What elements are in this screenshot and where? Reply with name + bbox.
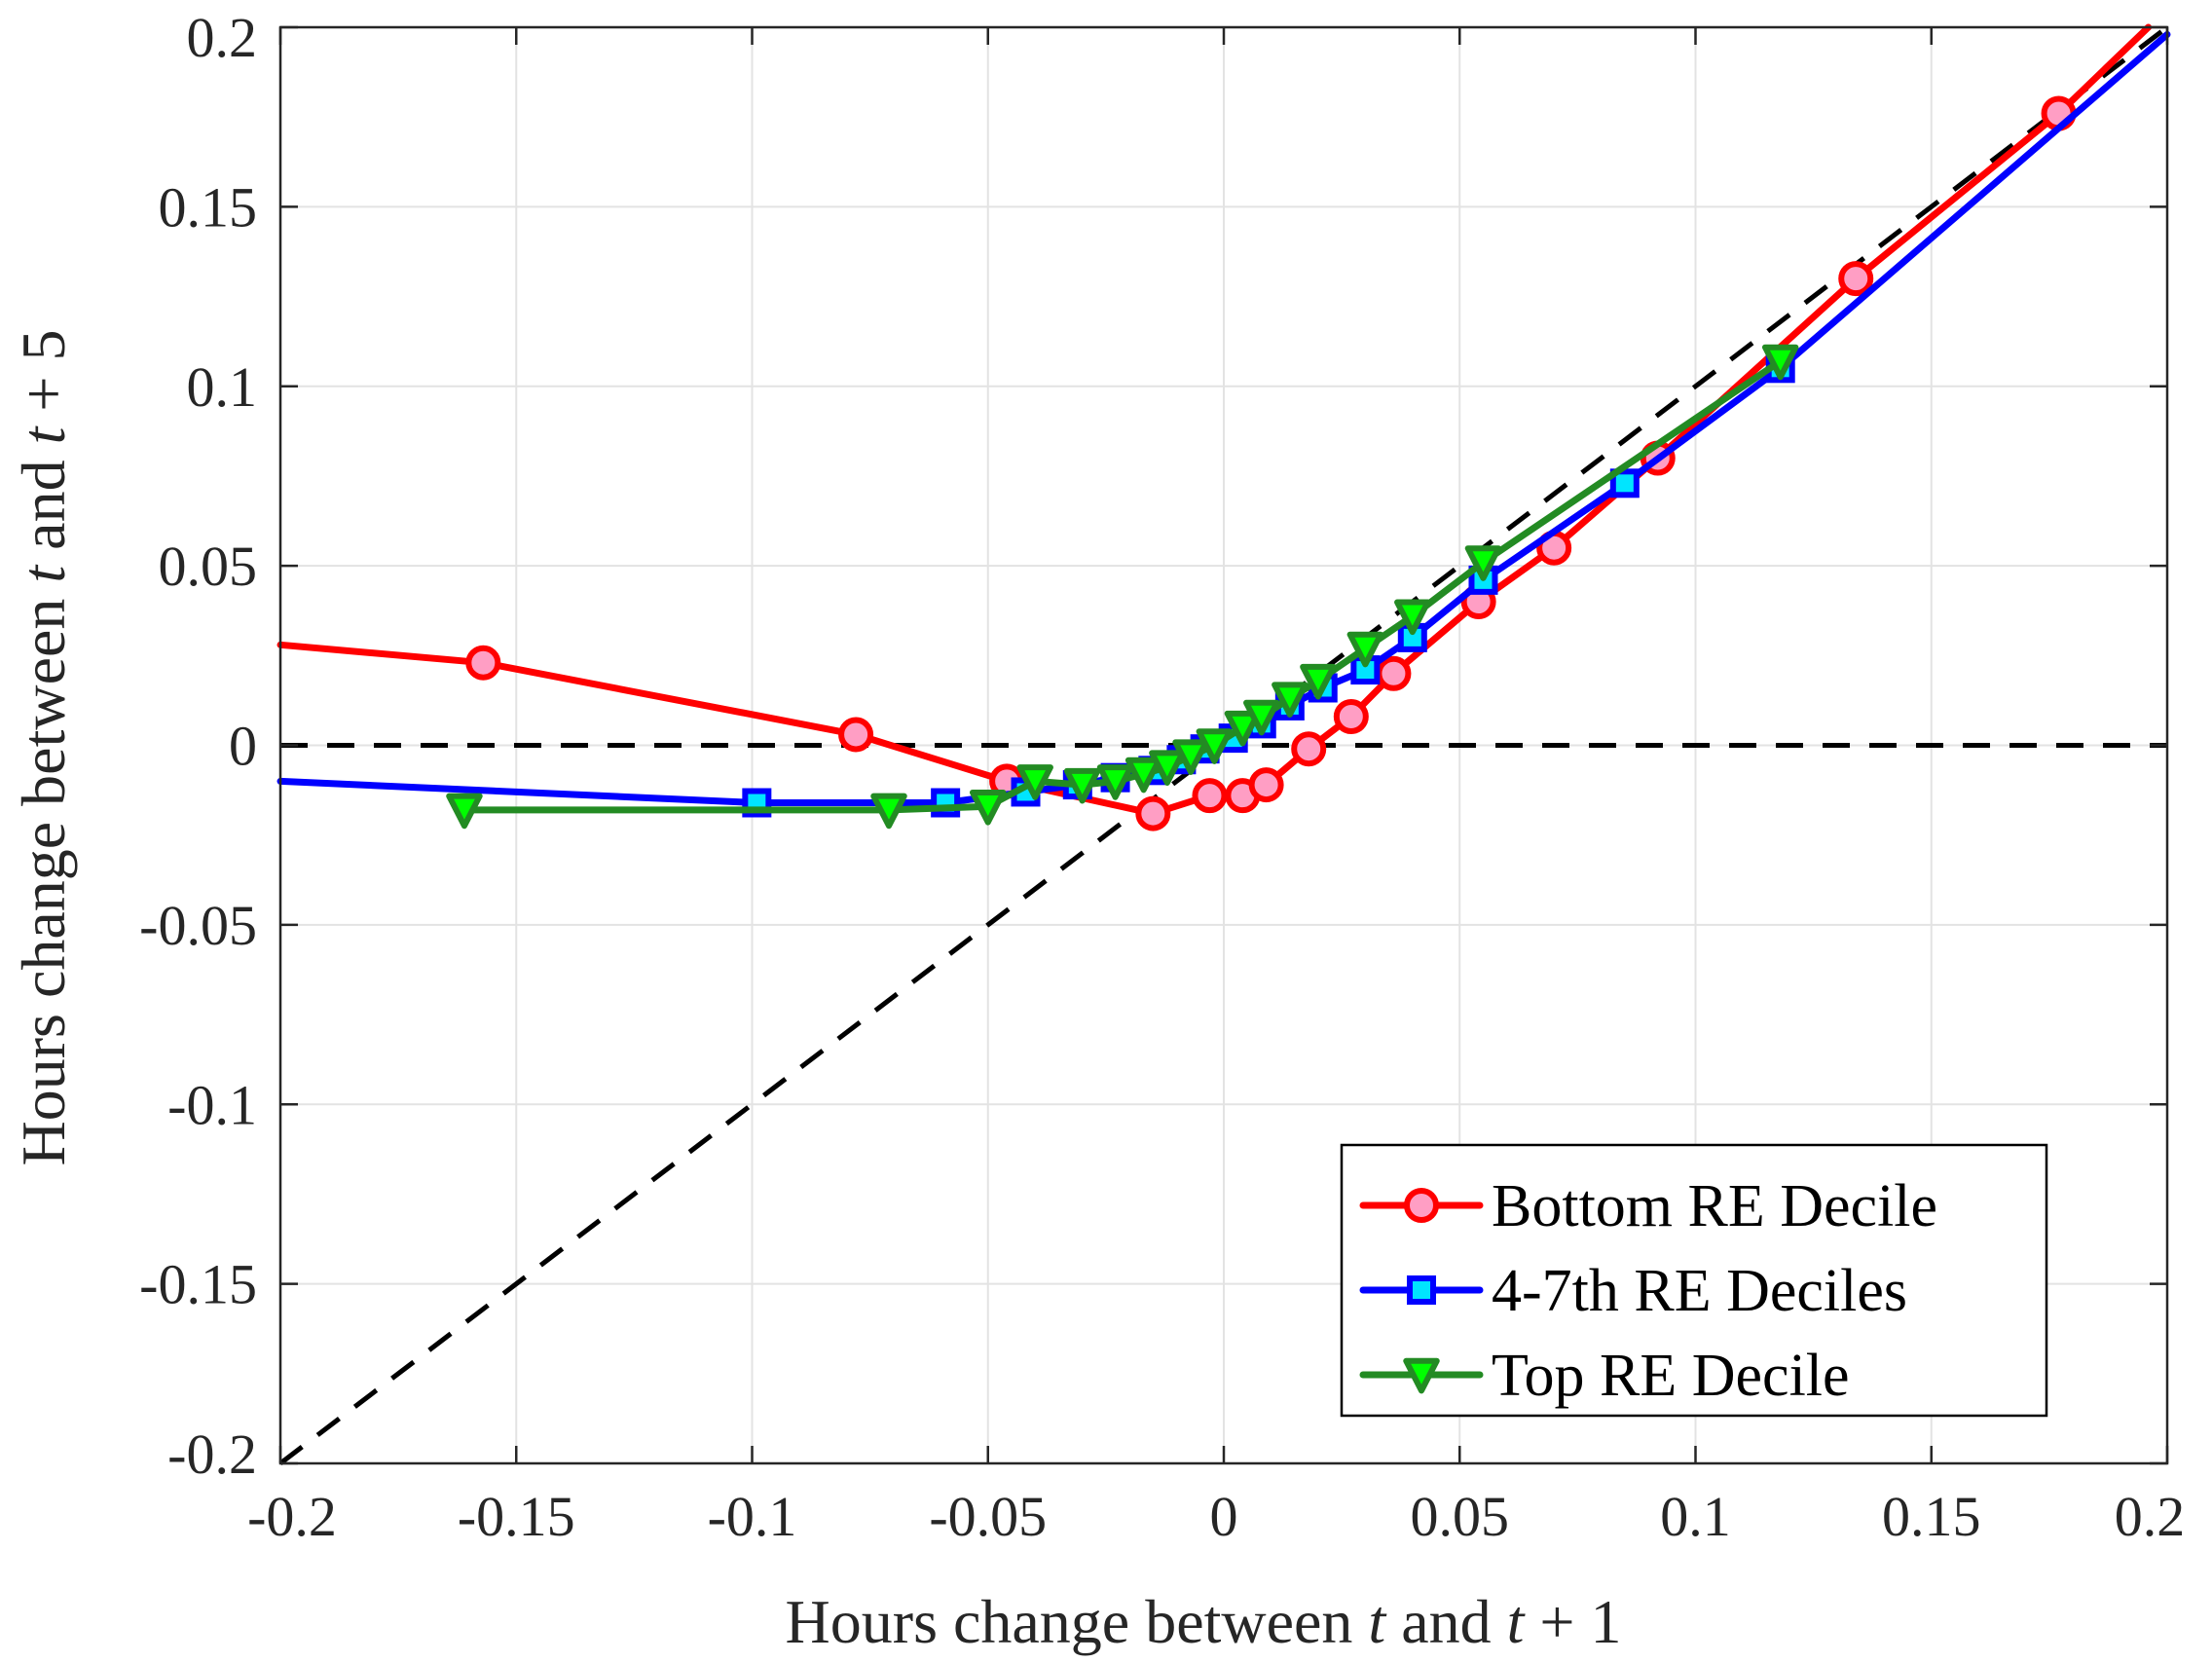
series-2-point-15 bbox=[1394, 599, 1431, 636]
series-0-point-6 bbox=[1248, 767, 1284, 803]
series-2-point-13 bbox=[1300, 663, 1337, 700]
series-2-point-4 bbox=[1063, 767, 1101, 804]
y-tick-label-4: 0 bbox=[229, 715, 257, 778]
legend-marker-2 bbox=[1403, 1357, 1440, 1394]
series-0-point-13 bbox=[1838, 261, 1874, 297]
series-2 bbox=[446, 344, 1799, 830]
series-2-point-12 bbox=[1272, 682, 1309, 718]
series-0-point-4 bbox=[1192, 778, 1228, 814]
series-0-point-7 bbox=[1291, 731, 1327, 767]
x-tick-label-8: 0.2 bbox=[2115, 1485, 2186, 1548]
legend-box bbox=[1340, 1143, 2048, 1418]
legend-label-1: 4-7th RE Deciles bbox=[1492, 1258, 1907, 1324]
series-2-point-2 bbox=[970, 789, 1007, 826]
tick-labels: -0.2 -0.15 -0.1 -0.05 0 0.05 0.1 0.15 0.2 -0.2 -0.… bbox=[139, 6, 2185, 1548]
y-tick-label-2: -0.1 bbox=[167, 1073, 257, 1136]
series-2-point-5 bbox=[1096, 764, 1134, 800]
series-2-point-9 bbox=[1196, 728, 1234, 764]
x-tick-label-4: 0 bbox=[1210, 1485, 1238, 1548]
y-tick-label-1: -0.15 bbox=[139, 1253, 257, 1316]
x-tick-label-6: 0.1 bbox=[1660, 1485, 1731, 1548]
legend: Bottom RE Decile 4-7th RE Deciles Top RE D… bbox=[1340, 1143, 2048, 1418]
series-2-point-1 bbox=[870, 793, 907, 830]
y-tick-label-0: -0.2 bbox=[167, 1422, 257, 1486]
series-0-point-8 bbox=[1333, 699, 1369, 734]
series-0-point-3 bbox=[1135, 795, 1171, 831]
series-2-point-10 bbox=[1224, 710, 1262, 747]
y-axis-label: Hours change between t and t + 5 bbox=[9, 330, 78, 1166]
y-tick-label-5: 0.05 bbox=[159, 535, 258, 598]
y-tick-label-8: 0.2 bbox=[187, 6, 258, 69]
series-2-point-0 bbox=[446, 793, 483, 830]
x-tick-label-5: 0.05 bbox=[1411, 1485, 1510, 1548]
series-2-point-3 bbox=[1016, 764, 1053, 800]
x-tick-label-3: -0.05 bbox=[929, 1485, 1047, 1548]
series-2-point-8 bbox=[1172, 739, 1209, 775]
series-2-point-17 bbox=[1761, 344, 1799, 381]
x-axis-label: Hours change between t and t + 1 bbox=[786, 1587, 1622, 1656]
series-2-point-6 bbox=[1124, 757, 1162, 794]
y-tick-label-7: 0.15 bbox=[159, 175, 258, 239]
series-2-point-14 bbox=[1346, 631, 1384, 668]
y-tick-label-6: 0.1 bbox=[187, 355, 258, 419]
series-0-point-1 bbox=[838, 717, 874, 753]
x-tick-label-7: 0.15 bbox=[1882, 1485, 1981, 1548]
x-tick-label-2: -0.1 bbox=[708, 1485, 797, 1548]
legend-marker-1 bbox=[1407, 1275, 1436, 1305]
x-tick-label-0: -0.2 bbox=[247, 1485, 337, 1548]
y-tick-label-3: -0.05 bbox=[139, 894, 257, 957]
series-2-point-11 bbox=[1243, 699, 1280, 736]
series-2-point-16 bbox=[1464, 545, 1502, 581]
data-series bbox=[276, 23, 2171, 831]
legend-marker-0 bbox=[1404, 1188, 1439, 1223]
legend-label-0: Bottom RE Decile bbox=[1492, 1173, 1937, 1239]
series-0-point-0 bbox=[465, 645, 501, 681]
x-tick-label-1: -0.15 bbox=[458, 1485, 575, 1548]
legend-label-2: Top RE Decile bbox=[1492, 1343, 1850, 1409]
series-2-point-7 bbox=[1149, 750, 1186, 787]
series-0-point-9 bbox=[1376, 655, 1412, 691]
axes-box bbox=[278, 25, 2169, 1465]
